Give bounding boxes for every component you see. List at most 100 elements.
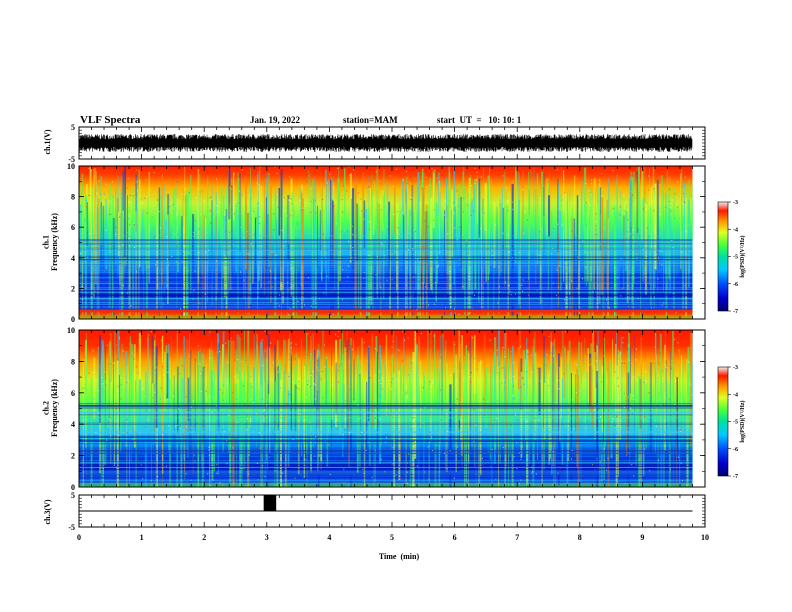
ch1-spectrogram-band	[79, 264, 693, 266]
ch2-spectrogram-streak	[391, 354, 394, 441]
ch1-spectrogram-speckle	[355, 172, 357, 174]
ch2-spectrogram-speckle	[649, 470, 651, 472]
ch2-spectrogram-streak	[147, 337, 149, 418]
ch1-spectrogram-streak	[100, 202, 102, 309]
ch1-spectrogram-streak	[653, 207, 655, 309]
x-tick-label: 6	[453, 533, 457, 542]
ch2-spectrogram-speckle	[110, 435, 112, 437]
ch1-spectrogram-speckle	[437, 177, 438, 179]
ch2-spectrogram-band	[79, 406, 693, 408]
ch1-spectrogram-streak	[145, 212, 148, 319]
ch1-spectrogram-speckle	[653, 188, 655, 190]
ch1-spectrogram-speckle	[370, 180, 372, 182]
ch2-spectrogram-streak	[552, 341, 555, 467]
ch1-spectrogram-speckle	[165, 242, 167, 244]
ch2-spectrogram-speckle	[519, 415, 521, 417]
ch2-spectrogram-speckle	[83, 345, 85, 347]
ch2-spectrogram-speckle	[103, 462, 105, 464]
ch1-spectrogram-streak	[577, 189, 580, 296]
ch1-spectrogram-speckle	[538, 282, 540, 284]
ch1-spectrogram-streak	[120, 206, 121, 300]
ch2-spectrogram-speckle	[424, 407, 426, 409]
ch2-spectrogram-speckle	[263, 413, 265, 415]
ch2-spectrogram-streak	[330, 365, 333, 420]
ch1-spectrogram-streak	[407, 183, 408, 319]
ch2-spectrogram-speckle	[118, 434, 120, 436]
ch2-spectrogram-speckle	[597, 442, 599, 444]
ch2-spectrogram-speckle	[412, 478, 414, 480]
ch2-spectrogram-streak	[666, 378, 668, 420]
ch2-spectrogram-streak	[126, 365, 128, 487]
ch1-spectrogram-speckle	[592, 302, 594, 304]
ch2-spectrogram-speckle	[93, 371, 95, 373]
ch2-spectrogram-speckle	[532, 485, 534, 487]
ch1-spectrogram-speckle	[303, 304, 305, 306]
ch1-spectrogram-speckle	[165, 298, 166, 300]
ch2-spectrogram-band	[79, 447, 693, 449]
ch1-spectrogram-speckle	[522, 279, 524, 281]
ch1-spectrogram-speckle	[290, 198, 292, 200]
ch1-spectrogram-speckle	[449, 242, 451, 244]
ch2-spectrogram-speckle	[522, 377, 524, 380]
ch1-spectrogram-streak	[229, 186, 232, 291]
ch2-spectrogram-streak	[659, 333, 662, 418]
ch1-spectrogram-band	[79, 304, 693, 306]
ch2-spectrogram-speckle	[621, 362, 623, 364]
ch1-spectrogram-speckle	[553, 227, 555, 230]
ch2-spectrogram-speckle	[501, 382, 503, 384]
ch1-spectrogram-speckle	[483, 270, 485, 272]
ch2-spectrogram-streak	[161, 335, 164, 474]
ch2-spectrogram-speckle	[531, 466, 533, 468]
ch2-spectrogram-speckle	[595, 402, 597, 404]
ch2-spectrogram-speckle	[194, 480, 196, 482]
ch1-spectrogram-speckle	[193, 236, 195, 238]
ch2-spectrogram-speckle	[411, 463, 413, 465]
ch2-spectrogram-speckle	[606, 469, 607, 471]
ch1-spectrogram-speckle	[279, 294, 281, 296]
ch1-spectrogram-speckle	[636, 257, 638, 259]
ch2-spectrogram-streak	[236, 334, 239, 374]
ch2-spectrogram-speckle	[185, 484, 187, 486]
ch2-spectrogram-streak	[294, 366, 297, 423]
ch1-spectrogram-streak	[324, 206, 325, 250]
ch2-spectrogram-streak	[275, 381, 277, 452]
ch1-spectrogram-speckle	[447, 171, 449, 174]
ch1-spectrogram-speckle	[410, 258, 412, 260]
ch1-spectrogram-speckle	[462, 236, 464, 238]
ch1-spectrogram-speckle	[551, 253, 552, 255]
ch2-spectrogram-speckle	[100, 344, 102, 346]
ch1-waveform-ytick-label: 5	[71, 123, 75, 132]
ch1-spectrogram-streak	[666, 170, 669, 291]
ch2-spectrogram-speckle	[461, 338, 462, 340]
ch1-spectrogram-speckle	[107, 179, 108, 181]
ch2-spectrogram-speckle	[282, 472, 284, 474]
ch1-spectrogram-speckle	[670, 261, 672, 263]
ch1-spectrogram-streak	[632, 202, 635, 319]
ch2-spectrogram-speckle	[623, 392, 625, 394]
ch1-spectrogram-streak	[205, 217, 207, 319]
ch1-spectrogram-speckle	[459, 258, 461, 260]
ch1-spectrogram-speckle	[229, 231, 231, 233]
ch2-spectrogram-speckle	[457, 429, 459, 432]
ch2-spectrogram-streak	[166, 353, 169, 399]
ch2-spectrogram-speckle	[97, 412, 99, 414]
ch1-spectrogram-speckle	[642, 313, 644, 315]
ch1-spectrogram-speckle	[392, 196, 394, 198]
ch2-spectrogram-speckle	[401, 392, 403, 394]
ch2-spectrogram-speckle	[475, 464, 477, 466]
ch2-spectrogram-speckle	[412, 463, 414, 465]
ch1-spectrogram-speckle	[639, 235, 641, 237]
ch1-spectrogram-streak	[187, 189, 189, 255]
ch2-spectrogram-speckle	[512, 395, 514, 397]
ch2-spectrogram-speckle	[586, 427, 588, 429]
ch2-spectrogram-speckle	[401, 360, 403, 362]
ch1-spectrogram-speckle	[637, 297, 639, 299]
ch1-spectrogram-speckle	[129, 242, 131, 244]
ch1-spectrogram-streak	[630, 192, 633, 244]
ch2-spectrogram-speckle	[466, 481, 468, 483]
ch2-spectrogram-speckle	[408, 446, 410, 448]
ch1-spectrogram-streak	[301, 192, 303, 278]
ch1-spectrogram-streak	[541, 171, 544, 249]
ch1-spectrogram-speckle	[193, 289, 195, 291]
ch1-spectrogram-speckle	[132, 193, 134, 195]
